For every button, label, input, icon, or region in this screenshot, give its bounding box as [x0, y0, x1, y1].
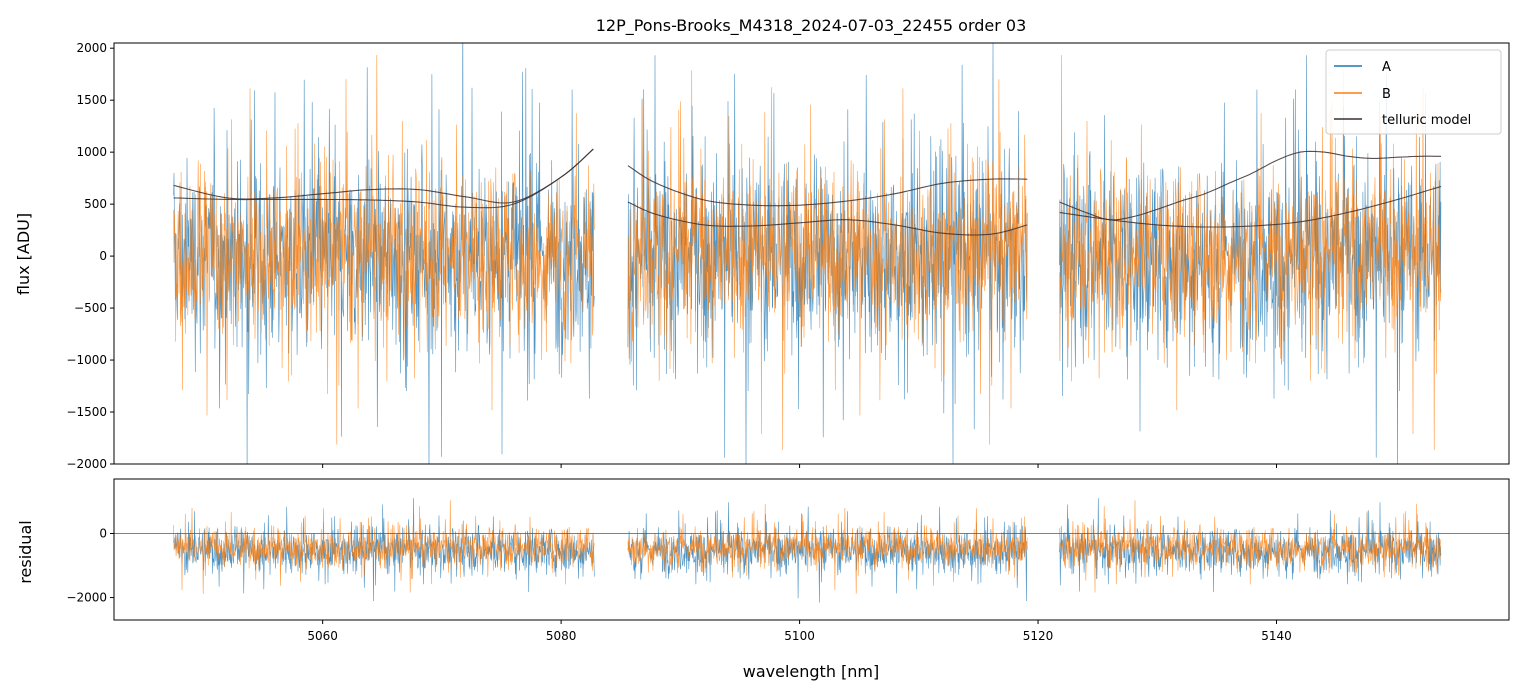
chart-title: 12P_Pons-Brooks_M4318_2024-07-03_22455 o… — [596, 16, 1027, 36]
main-axes-frame — [113, 42, 1510, 465]
main-ytick-label: −1500 — [66, 405, 107, 419]
telluric-model-curve-2 — [627, 165, 1028, 207]
main-ylabel: flux [ADU] — [14, 213, 33, 295]
main-ytick-label: −500 — [74, 301, 107, 315]
xtick-label: 5100 — [784, 629, 815, 643]
xtick-label: 5060 — [307, 629, 338, 643]
xlabel: wavelength [nm] — [743, 662, 880, 681]
residual-axes: −2000 0 5060 5080 5100 5120 5140 — [66, 526, 1291, 643]
main-ytick-label: 1500 — [76, 93, 107, 107]
main-ytick-label: 2000 — [76, 41, 107, 55]
series-b-segment-2 — [1059, 55, 1442, 451]
residual-ylabel: residual — [16, 520, 35, 583]
main-plot-area — [173, 43, 1442, 464]
series-b-segment-0 — [173, 55, 595, 445]
legend-label-telluric: telluric model — [1382, 113, 1471, 128]
residual-b-segment-2 — [1059, 500, 1442, 593]
telluric-model-curve-3 — [627, 201, 1028, 236]
telluric-model-curve-1 — [173, 148, 594, 209]
main-ytick-label: −1000 — [66, 353, 107, 367]
main-ytick-label: 0 — [99, 249, 107, 263]
legend-label-a: A — [1382, 60, 1391, 75]
legend-label-b: B — [1382, 87, 1391, 102]
residual-axes-frame — [113, 478, 1510, 621]
residual-plot-area — [114, 498, 1509, 603]
residual-ytick-label: 0 — [99, 526, 107, 540]
residual-ytick-label: −2000 — [66, 591, 107, 605]
telluric-model-curve-5 — [1059, 185, 1442, 228]
main-ytick-label: 1000 — [76, 145, 107, 159]
telluric-model-curve-4 — [1059, 150, 1441, 221]
legend: A B telluric model — [1325, 49, 1502, 135]
residual-b-segment-0 — [173, 500, 595, 594]
main-ytick-label: 500 — [84, 197, 107, 211]
series-b-segment-1 — [627, 70, 1028, 451]
xtick-label: 5080 — [546, 629, 577, 643]
main-axes: −2000 −1500 −1000 −500 0 500 1000 1500 2000 — [66, 41, 1277, 471]
xtick-label: 5120 — [1023, 629, 1054, 643]
main-ytick-label: −2000 — [66, 457, 107, 471]
residual-b-segment-1 — [627, 503, 1028, 594]
xtick-label: 5140 — [1261, 629, 1292, 643]
legend-box — [1325, 49, 1502, 135]
